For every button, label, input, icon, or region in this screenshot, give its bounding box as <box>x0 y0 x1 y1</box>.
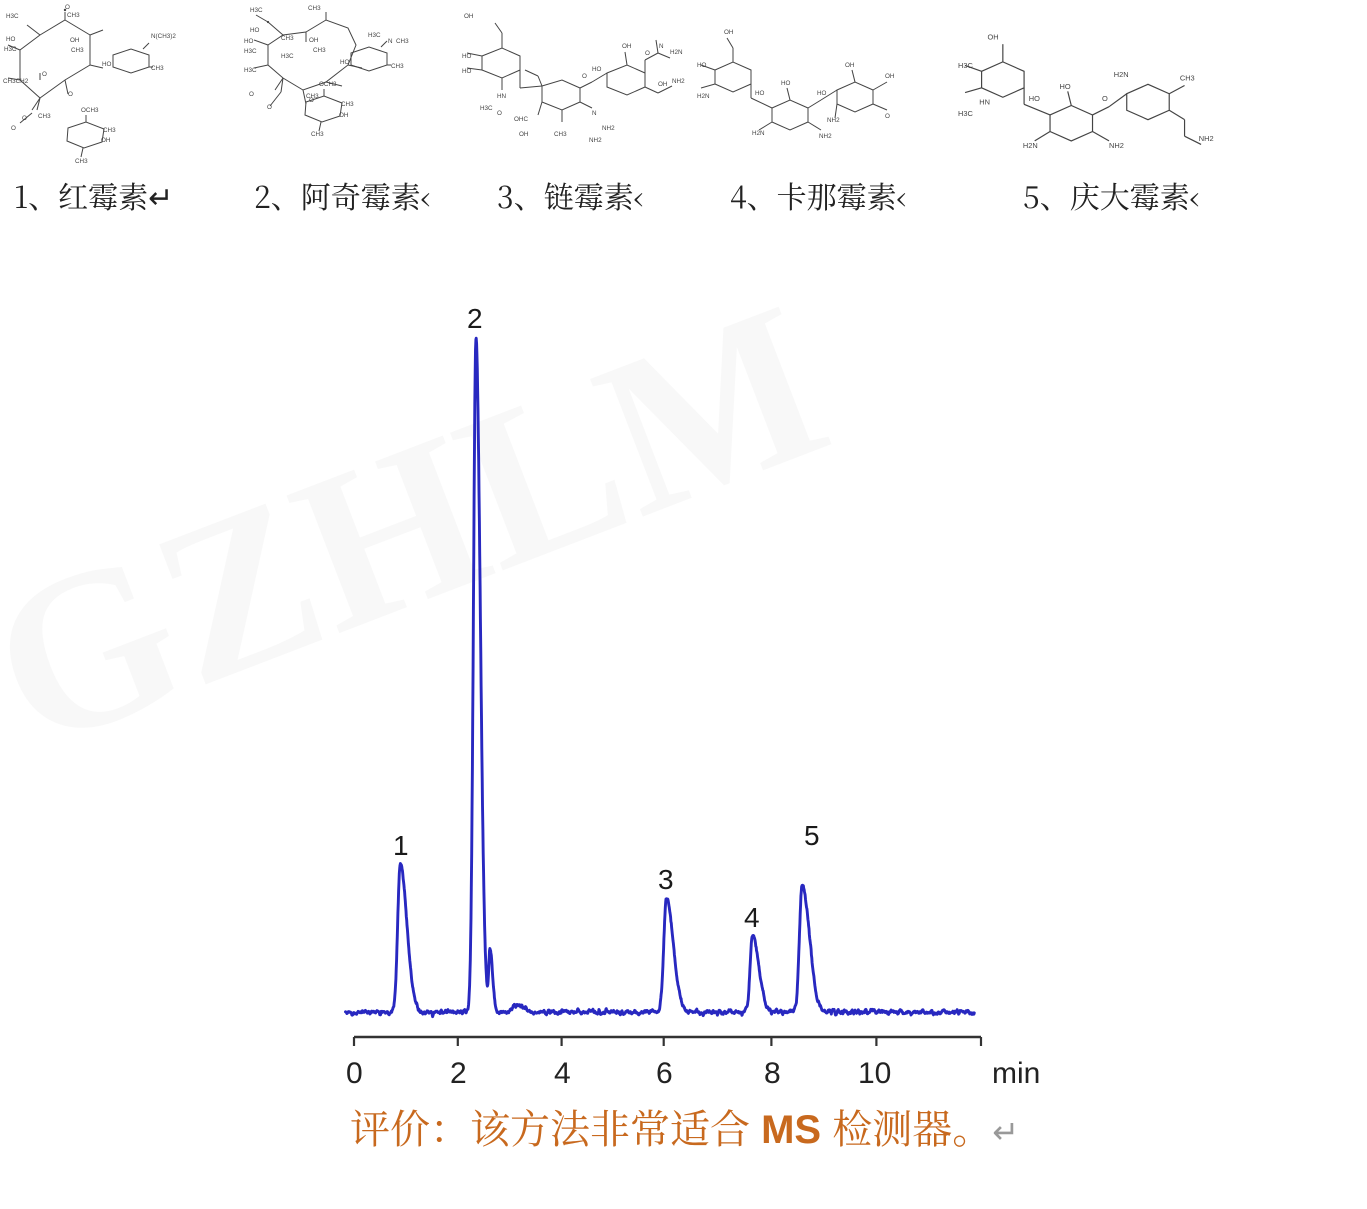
svg-text:min: min <box>992 1057 1040 1090</box>
svg-text:6: 6 <box>656 1057 673 1090</box>
svg-text:2: 2 <box>450 1057 467 1090</box>
svg-text:5: 5 <box>804 820 820 851</box>
svg-text:4: 4 <box>554 1057 571 1090</box>
svg-text:2: 2 <box>467 303 483 334</box>
svg-text:4: 4 <box>744 902 760 933</box>
svg-text:8: 8 <box>764 1057 781 1090</box>
svg-text:1: 1 <box>393 830 409 861</box>
svg-text:10: 10 <box>858 1057 891 1090</box>
svg-text:0: 0 <box>346 1057 363 1090</box>
svg-text:3: 3 <box>658 864 674 895</box>
